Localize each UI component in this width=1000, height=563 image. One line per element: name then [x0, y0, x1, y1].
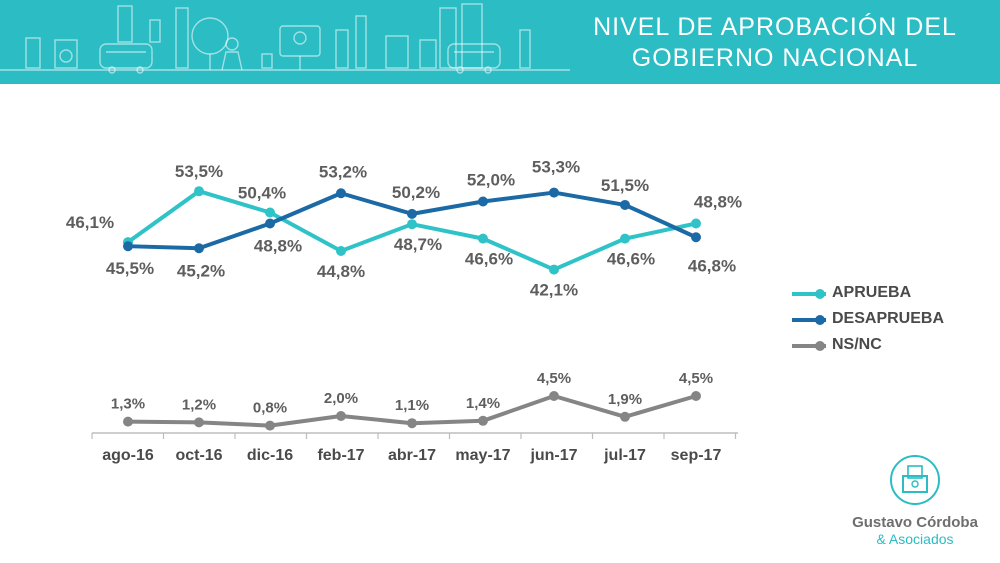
data-label-nsnc: 4,5%: [679, 370, 713, 387]
data-label-aprueba: 44,8%: [317, 262, 365, 281]
title-line-1: NIVEL DE APROBACIÓN DEL: [593, 13, 957, 41]
data-point-desaprueba: [194, 243, 204, 254]
data-label-desaprueba: 53,2%: [319, 162, 367, 181]
x-tick-label: abr-17: [388, 447, 436, 464]
data-point-nsnc: [620, 411, 630, 422]
data-label-desaprueba: 46,8%: [688, 256, 736, 275]
data-label-nsnc: 4,5%: [537, 370, 571, 387]
data-point-desaprueba: [620, 199, 630, 210]
data-label-desaprueba: 45,2%: [177, 261, 225, 280]
data-label-nsnc: 1,9%: [608, 391, 642, 408]
data-label-aprueba: 53,5%: [175, 162, 223, 181]
data-label-aprueba: 46,6%: [607, 250, 655, 269]
brand-logo: Gustavo Córdoba & Asociados: [850, 452, 980, 547]
ballot-box-icon: [890, 455, 940, 505]
data-label-aprueba: 48,8%: [694, 193, 742, 212]
data-point-aprueba: [478, 233, 488, 244]
data-point-aprueba: [336, 246, 346, 256]
header-banner: NIVEL DE APROBACIÓN DEL GOBIERNO NACIONA…: [0, 0, 1000, 84]
legend-marker-desaprueba: [792, 315, 826, 325]
data-label-desaprueba: 48,8%: [254, 237, 302, 256]
legend-marker-aprueba: [792, 289, 826, 299]
x-tick-label: jul-17: [603, 447, 646, 464]
data-label-aprueba: 46,6%: [465, 250, 513, 269]
x-tick-label: jun-17: [529, 447, 577, 464]
data-point-desaprueba: [265, 218, 275, 229]
data-label-aprueba: 48,7%: [394, 235, 442, 254]
data-label-aprueba: 50,4%: [238, 184, 286, 203]
title-line-2: GOBIERNO NACIONAL: [631, 44, 919, 72]
legend-label-nsnc: NS/NC: [832, 336, 882, 353]
data-point-nsnc: [265, 420, 275, 431]
data-label-nsnc: 2,0%: [324, 390, 358, 407]
legend-dot-nsnc: [815, 341, 825, 351]
data-point-desaprueba: [691, 232, 701, 243]
data-point-aprueba: [620, 233, 630, 244]
legend-label-desaprueba: DESAPRUEBA: [832, 310, 945, 327]
data-point-nsnc: [336, 411, 346, 421]
data-point-desaprueba: [549, 187, 559, 198]
data-point-aprueba: [407, 219, 417, 230]
data-label-desaprueba: 51,5%: [601, 176, 649, 195]
data-point-nsnc: [123, 416, 133, 427]
legend-dot-desaprueba: [815, 315, 825, 325]
data-point-nsnc: [194, 417, 204, 428]
data-label-desaprueba: 45,5%: [106, 259, 154, 278]
data-point-aprueba: [265, 207, 275, 218]
data-point-desaprueba: [478, 196, 488, 207]
legend-label-aprueba: APRUEBA: [832, 284, 912, 301]
data-label-aprueba: 42,1%: [530, 281, 578, 300]
data-point-aprueba: [549, 264, 559, 275]
x-tick-label: feb-17: [317, 447, 364, 464]
data-point-nsnc: [407, 418, 417, 429]
brand-subtitle: & Asociados: [876, 531, 954, 547]
data-label-desaprueba: 53,3%: [532, 158, 580, 177]
data-label-nsnc: 0,8%: [253, 400, 287, 417]
page-title: NIVEL DE APROBACIÓN DEL GOBIERNO NACIONA…: [560, 12, 990, 74]
data-point-nsnc: [478, 415, 488, 426]
x-tick-label: ago-16: [102, 447, 154, 464]
x-tick-label: sep-17: [671, 447, 722, 464]
data-point-aprueba: [691, 218, 701, 229]
data-label-nsnc: 1,3%: [111, 396, 145, 413]
brand-name: Gustavo Córdoba: [852, 514, 978, 531]
data-point-nsnc: [549, 391, 559, 401]
data-label-desaprueba: 50,2%: [392, 183, 440, 202]
x-tick-label: oct-16: [175, 447, 222, 464]
legend-marker-nsnc: [792, 341, 826, 351]
data-label-nsnc: 1,2%: [182, 396, 216, 413]
data-point-nsnc: [691, 391, 701, 401]
data-point-desaprueba: [407, 208, 417, 219]
data-label-aprueba: 46,1%: [66, 213, 114, 232]
x-tick-label: dic-16: [247, 447, 293, 464]
data-label-nsnc: 1,1%: [395, 397, 429, 414]
city-illustration: [0, 3, 570, 74]
data-point-desaprueba: [123, 241, 133, 252]
data-point-desaprueba: [336, 188, 346, 199]
data-label-nsnc: 1,4%: [466, 395, 500, 412]
x-tick-label: may-17: [455, 447, 510, 464]
data-label-desaprueba: 52,0%: [467, 171, 515, 190]
data-point-aprueba: [194, 186, 204, 197]
legend-dot-aprueba: [815, 289, 825, 299]
approval-line-chart: ago-16 oct-16 dic-16 feb-17 abr-17 may-17 jun-…: [66, 158, 742, 464]
